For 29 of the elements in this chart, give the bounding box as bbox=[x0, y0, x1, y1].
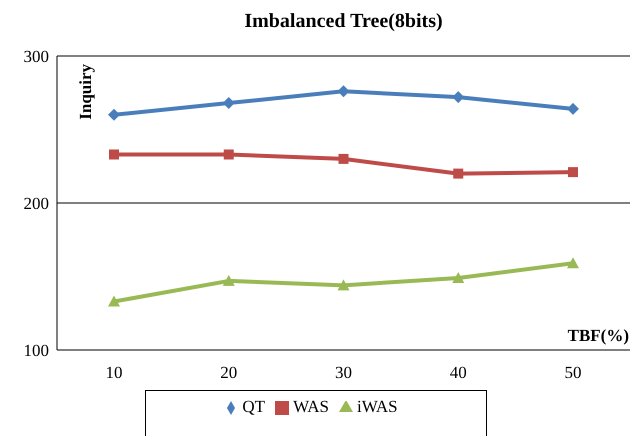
point bbox=[109, 149, 119, 160]
x-tick-label: 20 bbox=[220, 363, 238, 382]
point bbox=[568, 167, 578, 178]
y-axis-title: Inquiry bbox=[76, 64, 96, 120]
point bbox=[452, 91, 464, 104]
point bbox=[108, 108, 120, 121]
legend-label: QT bbox=[242, 397, 266, 416]
point bbox=[452, 272, 464, 283]
point bbox=[453, 168, 464, 179]
point bbox=[222, 97, 235, 110]
point bbox=[338, 85, 350, 98]
x-axis-title: TBF(%) bbox=[568, 326, 629, 346]
y-tick-label: 200 bbox=[24, 194, 49, 214]
y-tick-label: 100 bbox=[24, 341, 49, 360]
point bbox=[567, 102, 579, 115]
y-tick-label: 300 bbox=[24, 47, 49, 66]
point bbox=[338, 154, 348, 164]
point bbox=[224, 149, 234, 160]
legend-label: iWAS bbox=[356, 397, 398, 416]
x-tick-label: 30 bbox=[335, 363, 352, 382]
point bbox=[108, 295, 120, 306]
x-tick-label: 10 bbox=[106, 363, 122, 382]
chart-title: Imbalanced Tree(8bits) bbox=[243, 10, 444, 33]
x-tick-label: 50 bbox=[564, 363, 582, 382]
point bbox=[567, 257, 579, 268]
point bbox=[222, 274, 235, 286]
legend-label: WAS bbox=[293, 397, 329, 416]
point bbox=[338, 279, 350, 290]
x-tick-label: 40 bbox=[450, 363, 467, 382]
